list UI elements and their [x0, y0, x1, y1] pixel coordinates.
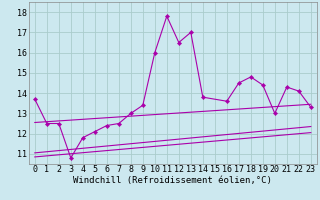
X-axis label: Windchill (Refroidissement éolien,°C): Windchill (Refroidissement éolien,°C) — [73, 176, 272, 185]
